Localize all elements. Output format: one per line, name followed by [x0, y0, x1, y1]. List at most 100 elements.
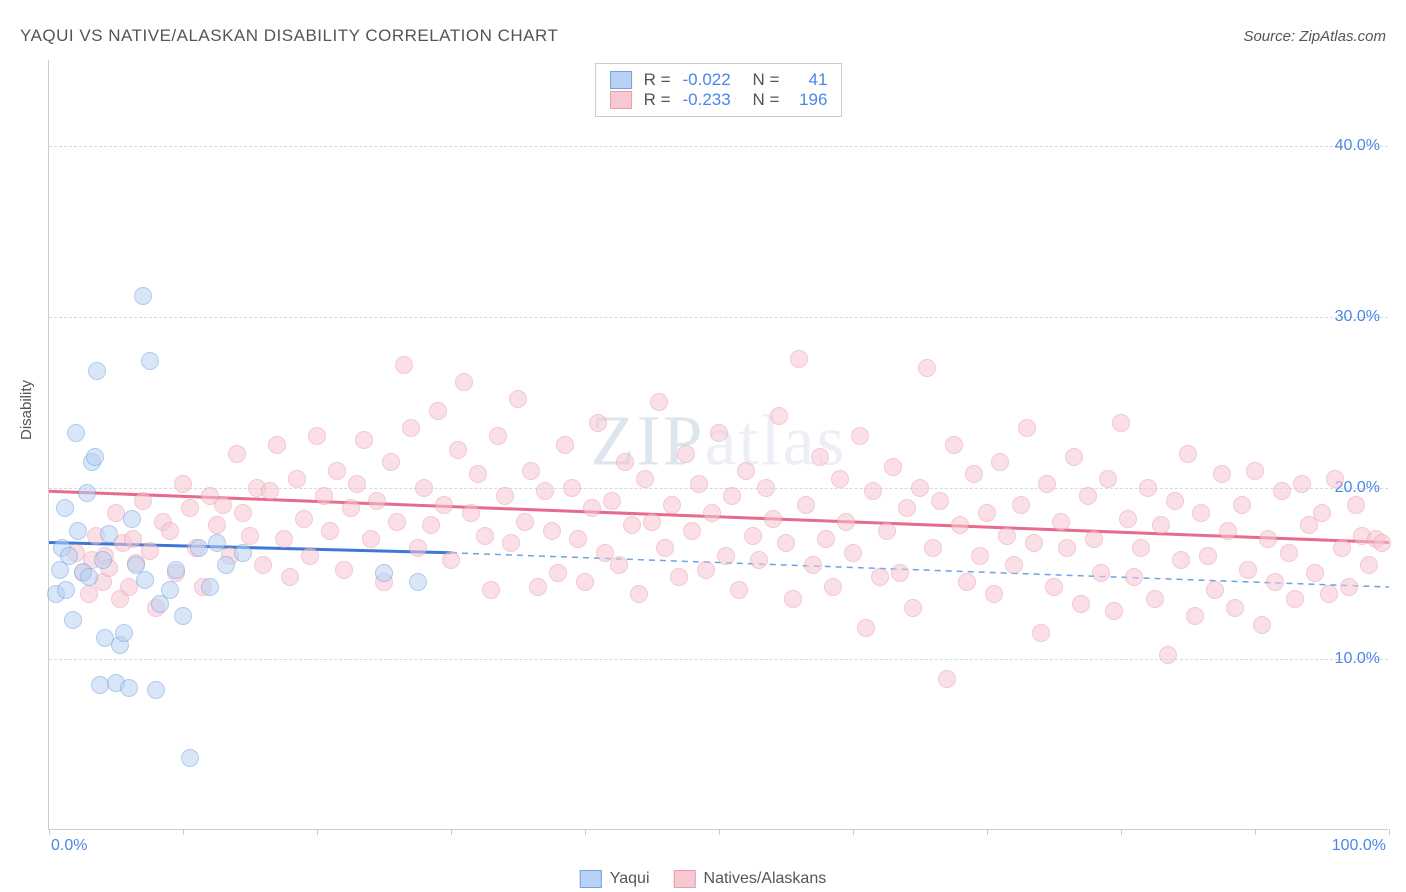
scatter-point — [402, 419, 420, 437]
scatter-point — [1025, 534, 1043, 552]
stat-r-value: -0.022 — [683, 70, 741, 90]
scatter-point — [777, 534, 795, 552]
scatter-point — [1166, 492, 1184, 510]
scatter-point — [1139, 479, 1157, 497]
scatter-point — [884, 458, 902, 476]
stats-legend: R = -0.022N = 41R = -0.233N = 196 — [595, 63, 843, 117]
scatter-point — [214, 496, 232, 514]
scatter-point — [971, 547, 989, 565]
scatter-point — [275, 530, 293, 548]
scatter-point — [864, 482, 882, 500]
scatter-point — [730, 581, 748, 599]
scatter-point — [1005, 556, 1023, 574]
scatter-point — [234, 504, 252, 522]
scatter-point — [683, 522, 701, 540]
scatter-point — [650, 393, 668, 411]
scatter-point — [181, 749, 199, 767]
scatter-point — [60, 547, 78, 565]
scatter-point — [630, 585, 648, 603]
x-axis-min-label: 0.0% — [51, 837, 87, 855]
scatter-point — [57, 581, 75, 599]
chart-title: YAQUI VS NATIVE/ALASKAN DISABILITY CORRE… — [20, 26, 558, 46]
legend-swatch — [610, 91, 632, 109]
scatter-point — [1259, 530, 1277, 548]
source-label: Source: ZipAtlas.com — [1243, 28, 1386, 45]
scatter-point — [991, 453, 1009, 471]
stats-legend-row: R = -0.022N = 41 — [610, 70, 828, 90]
scatter-point — [69, 522, 87, 540]
scatter-point — [161, 581, 179, 599]
x-tick — [1255, 829, 1256, 835]
scatter-point — [985, 585, 1003, 603]
scatter-point — [543, 522, 561, 540]
scatter-point — [134, 492, 152, 510]
scatter-point — [415, 479, 433, 497]
scatter-point — [1079, 487, 1097, 505]
scatter-point — [1233, 496, 1251, 514]
stat-n-value: 196 — [791, 90, 827, 110]
scatter-point — [938, 670, 956, 688]
scatter-point — [181, 499, 199, 517]
legend-label: Natives/Alaskans — [704, 870, 827, 888]
scatter-point — [931, 492, 949, 510]
scatter-point — [811, 448, 829, 466]
scatter-point — [442, 551, 460, 569]
scatter-point — [409, 539, 427, 557]
scatter-point — [757, 479, 775, 497]
scatter-point — [476, 527, 494, 545]
scatter-point — [998, 527, 1016, 545]
legend-item: Natives/Alaskans — [674, 870, 827, 888]
scatter-point — [281, 568, 299, 586]
scatter-point — [469, 465, 487, 483]
scatter-point — [844, 544, 862, 562]
legend-item: Yaqui — [580, 870, 650, 888]
scatter-point — [636, 470, 654, 488]
scatter-point — [784, 590, 802, 608]
scatter-point — [64, 611, 82, 629]
scatter-point — [120, 679, 138, 697]
scatter-point — [871, 568, 889, 586]
scatter-point — [744, 527, 762, 545]
y-tick-label: 30.0% — [1335, 308, 1380, 326]
scatter-point — [710, 424, 728, 442]
scatter-point — [1152, 516, 1170, 534]
scatter-point — [1239, 561, 1257, 579]
scatter-point — [1206, 581, 1224, 599]
stat-n-label: N = — [753, 90, 780, 110]
scatter-point — [1306, 564, 1324, 582]
scatter-point — [1253, 616, 1271, 634]
x-tick — [987, 829, 988, 835]
scatter-point — [831, 470, 849, 488]
scatter-point — [375, 564, 393, 582]
scatter-point — [670, 568, 688, 586]
scatter-point — [1192, 504, 1210, 522]
scatter-point — [1333, 539, 1351, 557]
scatter-point — [817, 530, 835, 548]
scatter-point — [697, 561, 715, 579]
scatter-point — [750, 551, 768, 569]
series-legend: Yaqui Natives/Alaskans — [580, 870, 826, 888]
scatter-point — [851, 427, 869, 445]
scatter-point — [174, 607, 192, 625]
scatter-point — [891, 564, 909, 582]
scatter-point — [797, 496, 815, 514]
scatter-point — [321, 522, 339, 540]
scatter-point — [1186, 607, 1204, 625]
y-axis-label: Disability — [18, 380, 35, 440]
scatter-point — [502, 534, 520, 552]
scatter-point — [1199, 547, 1217, 565]
scatter-point — [1032, 624, 1050, 642]
scatter-point — [529, 578, 547, 596]
scatter-point — [355, 431, 373, 449]
scatter-point — [308, 427, 326, 445]
x-tick — [49, 829, 50, 835]
scatter-point — [161, 522, 179, 540]
scatter-point — [134, 287, 152, 305]
stat-r-label: R = — [644, 70, 671, 90]
scatter-point — [589, 414, 607, 432]
scatter-point — [837, 513, 855, 531]
scatter-point — [616, 453, 634, 471]
scatter-point — [348, 475, 366, 493]
y-tick-label: 40.0% — [1335, 137, 1380, 155]
x-tick — [1389, 829, 1390, 835]
